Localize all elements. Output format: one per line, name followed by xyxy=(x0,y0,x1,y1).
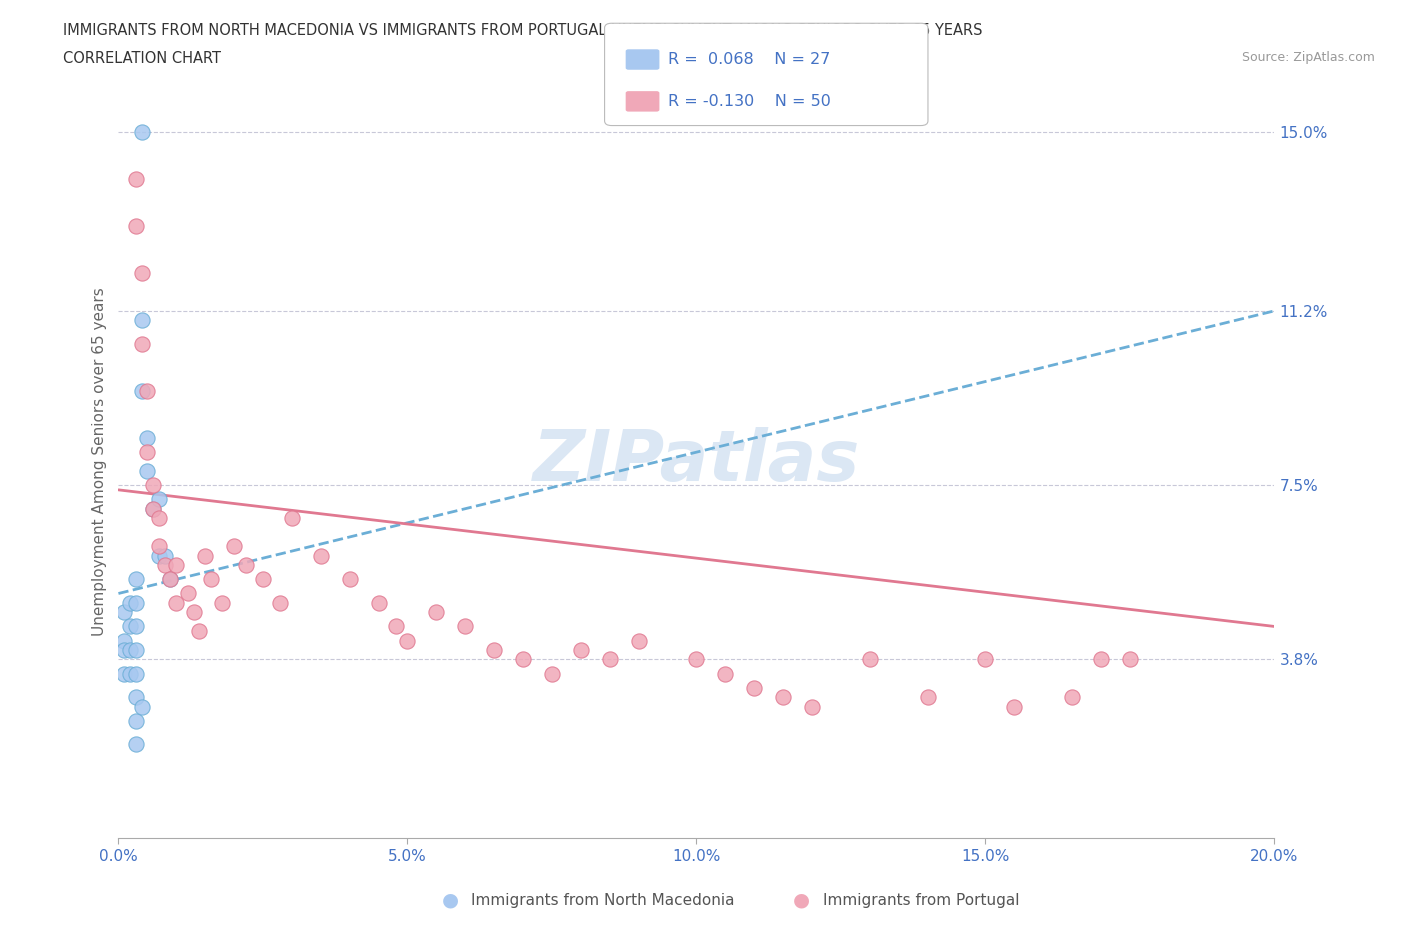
Point xyxy=(131,337,153,352)
Point xyxy=(125,619,148,634)
Text: ●: ● xyxy=(441,891,458,910)
Point xyxy=(125,171,148,186)
Point xyxy=(118,619,141,634)
Point xyxy=(425,604,447,619)
Point xyxy=(112,666,135,681)
Point xyxy=(125,690,148,705)
Point xyxy=(125,643,148,658)
Point xyxy=(685,652,707,667)
Point xyxy=(541,666,564,681)
Point xyxy=(512,652,534,667)
Point xyxy=(136,383,159,398)
Point xyxy=(148,549,170,564)
Point xyxy=(153,549,176,564)
Point xyxy=(148,492,170,507)
Point xyxy=(112,604,135,619)
Text: ●: ● xyxy=(793,891,810,910)
Text: IMMIGRANTS FROM NORTH MACEDONIA VS IMMIGRANTS FROM PORTUGAL UNEMPLOYMENT AMONG S: IMMIGRANTS FROM NORTH MACEDONIA VS IMMIG… xyxy=(63,23,983,38)
Point xyxy=(482,643,505,658)
Point xyxy=(339,572,361,587)
Point xyxy=(1090,652,1112,667)
Point xyxy=(269,595,291,610)
Point xyxy=(177,586,200,601)
Point xyxy=(136,445,159,459)
Point xyxy=(742,680,765,695)
Point xyxy=(599,652,621,667)
Point xyxy=(153,558,176,573)
Y-axis label: Unemployment Among Seniors over 65 years: Unemployment Among Seniors over 65 years xyxy=(93,287,107,636)
Point xyxy=(859,652,882,667)
Point xyxy=(125,666,148,681)
Point xyxy=(159,572,181,587)
Point xyxy=(252,572,274,587)
Point xyxy=(118,643,141,658)
Point xyxy=(183,604,205,619)
Text: CORRELATION CHART: CORRELATION CHART xyxy=(63,51,221,66)
Point xyxy=(112,643,135,658)
Point xyxy=(454,619,477,634)
Point xyxy=(1062,690,1084,705)
Point xyxy=(396,633,419,648)
Point xyxy=(131,383,153,398)
Point xyxy=(627,633,650,648)
Point xyxy=(125,713,148,728)
Point xyxy=(148,539,170,554)
Point xyxy=(165,595,187,610)
Point xyxy=(974,652,997,667)
Point xyxy=(142,501,165,516)
Point xyxy=(136,463,159,478)
Point xyxy=(165,558,187,573)
Point xyxy=(367,595,389,610)
Point xyxy=(309,549,332,564)
Point xyxy=(281,511,304,525)
Point xyxy=(125,595,148,610)
Point xyxy=(222,539,245,554)
Text: Immigrants from North Macedonia: Immigrants from North Macedonia xyxy=(471,893,734,908)
Point xyxy=(188,624,211,639)
Point xyxy=(142,501,165,516)
Point xyxy=(569,643,592,658)
Point xyxy=(801,699,824,714)
Text: ZIPatlas: ZIPatlas xyxy=(533,427,860,496)
Point xyxy=(917,690,939,705)
Point xyxy=(159,572,181,587)
Point xyxy=(112,633,135,648)
Point xyxy=(118,595,141,610)
Text: R =  0.068    N = 27: R = 0.068 N = 27 xyxy=(668,52,830,67)
Point xyxy=(131,699,153,714)
Point xyxy=(125,572,148,587)
Point xyxy=(1002,699,1025,714)
Point xyxy=(194,549,217,564)
Point xyxy=(131,125,153,140)
Point xyxy=(131,312,153,327)
Text: Source: ZipAtlas.com: Source: ZipAtlas.com xyxy=(1241,51,1375,64)
Point xyxy=(148,511,170,525)
Point xyxy=(118,666,141,681)
Point xyxy=(136,431,159,445)
Text: R = -0.130    N = 50: R = -0.130 N = 50 xyxy=(668,94,831,109)
Point xyxy=(131,266,153,281)
Point xyxy=(200,572,222,587)
Point xyxy=(385,619,408,634)
Point xyxy=(125,219,148,233)
Point xyxy=(125,737,148,751)
Point xyxy=(142,478,165,493)
Point xyxy=(211,595,233,610)
Point xyxy=(714,666,737,681)
Text: Immigrants from Portugal: Immigrants from Portugal xyxy=(823,893,1019,908)
Point xyxy=(235,558,257,573)
Point xyxy=(772,690,794,705)
Point xyxy=(1119,652,1142,667)
